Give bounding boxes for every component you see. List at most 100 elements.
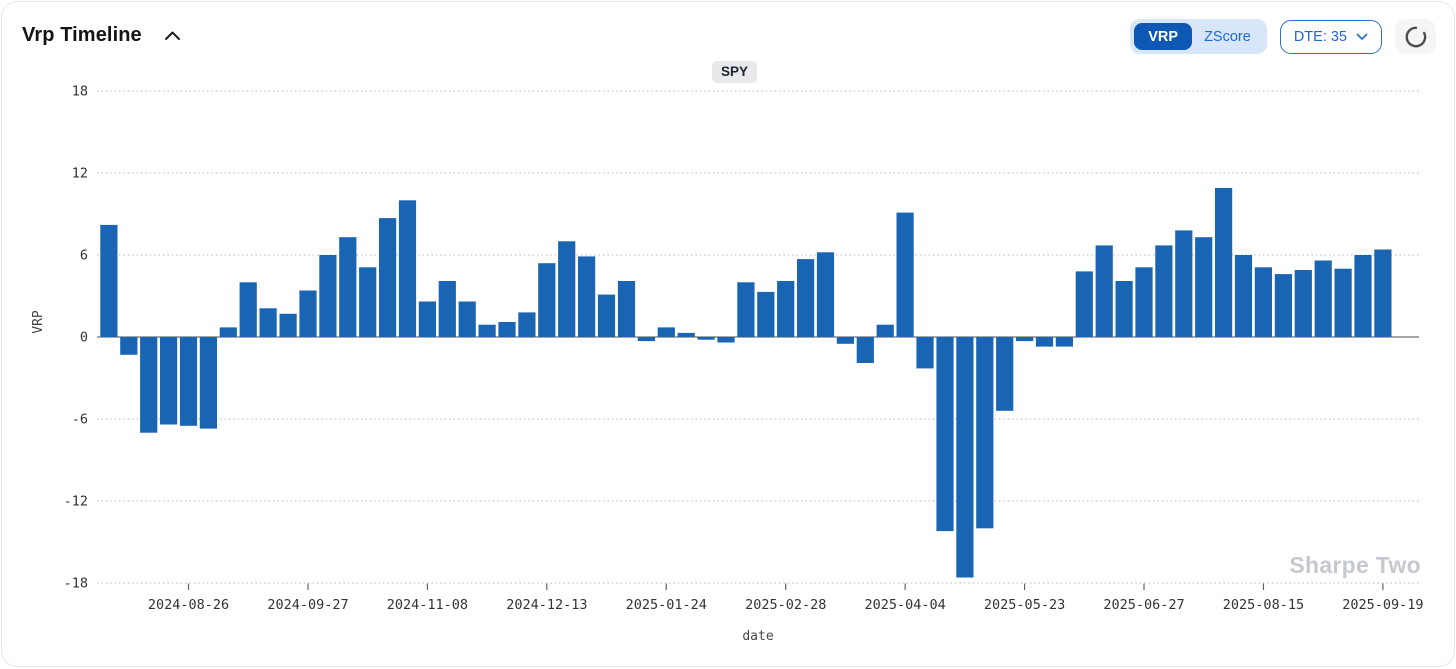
bar[interactable] (1016, 337, 1034, 342)
y-tick-label: -12 (64, 494, 88, 510)
bar[interactable] (418, 301, 436, 338)
bar[interactable] (1135, 267, 1153, 337)
bar[interactable] (657, 327, 675, 337)
bar[interactable] (637, 337, 655, 342)
bar[interactable] (120, 337, 138, 355)
dte-select[interactable]: DTE: 35 (1279, 19, 1382, 54)
bar[interactable] (319, 255, 337, 337)
header: Vrp Timeline (22, 24, 183, 47)
x-tick-label: 2025-04-04 (864, 597, 945, 613)
bar[interactable] (1075, 271, 1093, 337)
bar[interactable] (259, 308, 277, 337)
bar[interactable] (239, 282, 257, 337)
bar[interactable] (1334, 268, 1352, 337)
x-tick-label: 2025-09-19 (1342, 597, 1423, 613)
x-tick-label: 2024-12-13 (506, 597, 587, 613)
x-tick-label: 2025-08-15 (1223, 597, 1304, 613)
y-tick-label: -6 (72, 412, 88, 428)
dte-select-value: DTE: 35 (1293, 28, 1347, 45)
bar[interactable] (1294, 270, 1312, 337)
bar[interactable] (1155, 245, 1173, 337)
watermark: Sharpe Two (1289, 552, 1421, 578)
bar[interactable] (279, 313, 297, 337)
bar[interactable] (916, 337, 934, 369)
bar[interactable] (1055, 337, 1073, 347)
y-tick-label: 0 (80, 330, 88, 346)
bar[interactable] (617, 281, 636, 337)
x-axis-title: date (742, 629, 773, 644)
bar[interactable] (160, 337, 178, 425)
bar[interactable] (1215, 188, 1233, 337)
vrp-toggle-button[interactable]: VRP (1134, 23, 1193, 50)
bar[interactable] (896, 212, 914, 337)
y-tick-label: 12 (72, 166, 88, 182)
bar[interactable] (876, 324, 894, 337)
bar[interactable] (1195, 237, 1213, 337)
bar[interactable] (976, 337, 994, 529)
bar[interactable] (1354, 255, 1372, 337)
bar[interactable] (558, 241, 576, 337)
x-tick-label: 2025-06-27 (1103, 597, 1184, 613)
bar[interactable] (1374, 249, 1392, 338)
bar[interactable] (339, 237, 357, 337)
bar[interactable] (438, 281, 456, 337)
zscore-toggle-button[interactable]: ZScore (1192, 24, 1263, 50)
bar[interactable] (179, 337, 198, 426)
legend-item-spy[interactable]: SPY (712, 61, 758, 83)
y-axis-title: VRP (31, 310, 46, 334)
bar[interactable] (996, 337, 1014, 411)
bar[interactable] (777, 281, 795, 337)
bar[interactable] (538, 263, 556, 337)
x-tick-label: 2024-08-26 (148, 597, 229, 613)
bar[interactable] (219, 327, 237, 337)
bar[interactable] (100, 224, 118, 337)
bar[interactable] (379, 218, 397, 337)
bar[interactable] (836, 337, 854, 344)
x-tick-label: 2025-01-24 (626, 597, 707, 613)
bar[interactable] (1254, 267, 1272, 337)
bar[interactable] (1314, 260, 1332, 338)
bar[interactable] (597, 294, 616, 337)
bar[interactable] (1175, 230, 1193, 337)
bar[interactable] (677, 332, 695, 337)
collapse-panel-button[interactable] (162, 28, 183, 44)
bar[interactable] (697, 337, 715, 340)
chevron-down-icon (1356, 33, 1368, 40)
bar[interactable] (797, 259, 815, 337)
bar[interactable] (717, 337, 735, 343)
x-tick-label: 2025-02-28 (745, 597, 826, 613)
bar[interactable] (1095, 245, 1113, 337)
chevron-up-icon (164, 31, 180, 40)
bar[interactable] (140, 337, 158, 433)
bar[interactable] (578, 256, 596, 337)
bar[interactable] (359, 267, 377, 337)
bar[interactable] (856, 337, 874, 363)
chart-controls: VRP ZScore DTE: 35 (1130, 19, 1436, 54)
bar[interactable] (199, 337, 217, 429)
metric-toggle: VRP ZScore (1130, 19, 1267, 54)
y-tick-label: 18 (72, 84, 88, 100)
bar[interactable] (518, 312, 536, 337)
bar[interactable] (1035, 337, 1054, 347)
bar[interactable] (936, 337, 954, 532)
x-tick-label: 2024-11-08 (387, 597, 468, 613)
loading-spinner-icon (1405, 26, 1426, 47)
bar[interactable] (757, 291, 775, 337)
bar[interactable] (398, 200, 417, 337)
y-tick-label: 6 (80, 248, 88, 264)
bar[interactable] (458, 301, 476, 338)
bar[interactable] (816, 252, 835, 337)
x-tick-label: 2024-09-27 (267, 597, 348, 613)
bar[interactable] (1234, 255, 1253, 337)
y-tick-label: -18 (64, 576, 88, 592)
bar[interactable] (1115, 281, 1133, 337)
bar[interactable] (737, 282, 755, 337)
bar[interactable] (1274, 274, 1292, 337)
bar[interactable] (299, 290, 317, 338)
bar[interactable] (478, 324, 496, 337)
bar[interactable] (956, 337, 974, 578)
bar[interactable] (498, 322, 516, 337)
refresh-button[interactable] (1395, 19, 1436, 54)
